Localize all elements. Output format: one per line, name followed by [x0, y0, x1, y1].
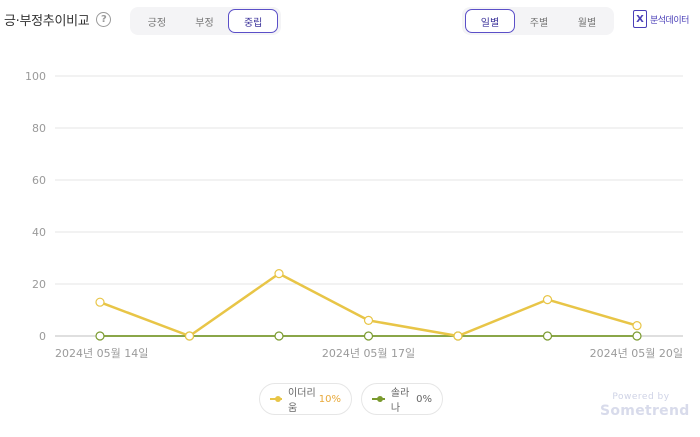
data-point-solana — [542, 331, 553, 341]
data-point-ethereum — [542, 295, 553, 305]
brand-logo: Sometrend — [600, 403, 690, 419]
data-point-solana — [95, 331, 105, 341]
legend-swatch-ethereum — [270, 394, 283, 404]
y-tick-label: 60 — [32, 174, 46, 187]
help-icon[interactable]: ? — [96, 12, 112, 27]
powered-by-badge: Powered by Sometrend — [600, 392, 690, 419]
powered-by-text: Powered by — [612, 392, 670, 402]
download-label: 분석데이터 — [650, 15, 689, 26]
legend-item-solana[interactable]: 솔라나 0% — [361, 383, 443, 415]
y-tick-label: 100 — [25, 70, 46, 83]
tab-monthly[interactable]: 월별 — [577, 17, 597, 29]
x-tick-label: 2024년 05월 14일 — [55, 346, 148, 360]
y-tick-label: 80 — [32, 122, 46, 135]
page-title: 긍·부정추이비교 — [4, 14, 90, 29]
series-line-ethereum — [99, 272, 638, 338]
legend-series-value: 0% — [416, 393, 432, 405]
y-tick-label: 0 — [39, 330, 46, 343]
legend-series-value: 10% — [318, 393, 341, 405]
data-point-ethereum — [632, 321, 642, 331]
chart-header: 긍·부정추이비교 ? — [4, 10, 112, 29]
legend-item-ethereum[interactable]: 이더리움 10% — [259, 383, 352, 415]
tab-neutral[interactable]: 중립 — [228, 9, 279, 33]
data-point-ethereum — [274, 269, 284, 279]
tab-daily[interactable]: 일별 — [465, 9, 515, 33]
legend-swatch-solana — [372, 394, 385, 404]
download-analysis-data-button[interactable]: X 분석데이터 — [633, 10, 689, 28]
data-point-ethereum — [95, 297, 105, 307]
line-chart: 0 20 40 60 80 100 2024년 05월 14일 2024년 05월 17일 20… — [25, 70, 683, 360]
tab-positive[interactable]: 긍정 — [147, 17, 167, 29]
data-point-solana — [363, 331, 374, 341]
data-point-ethereum — [453, 331, 463, 341]
y-tick-label: 40 — [32, 226, 46, 239]
data-point-ethereum — [184, 331, 195, 341]
period-tab-group: 일별 주별 월별 — [462, 7, 614, 35]
x-tick-label: 2024년 05월 17일 — [322, 346, 415, 360]
y-tick-label: 20 — [32, 278, 46, 291]
data-point-solana — [632, 331, 642, 341]
tab-weekly[interactable]: 주별 — [529, 17, 549, 29]
data-point-ethereum — [363, 315, 374, 325]
excel-icon: X — [633, 10, 647, 28]
legend-series-name: 솔라나 — [390, 388, 410, 414]
data-point-solana — [274, 331, 284, 341]
sentiment-tab-group: 긍정 부정 중립 — [130, 7, 281, 35]
legend-series-name: 이더리움 — [288, 388, 316, 414]
tab-negative[interactable]: 부정 — [195, 17, 214, 29]
x-tick-label: 2024년 05월 20일 — [590, 346, 683, 360]
